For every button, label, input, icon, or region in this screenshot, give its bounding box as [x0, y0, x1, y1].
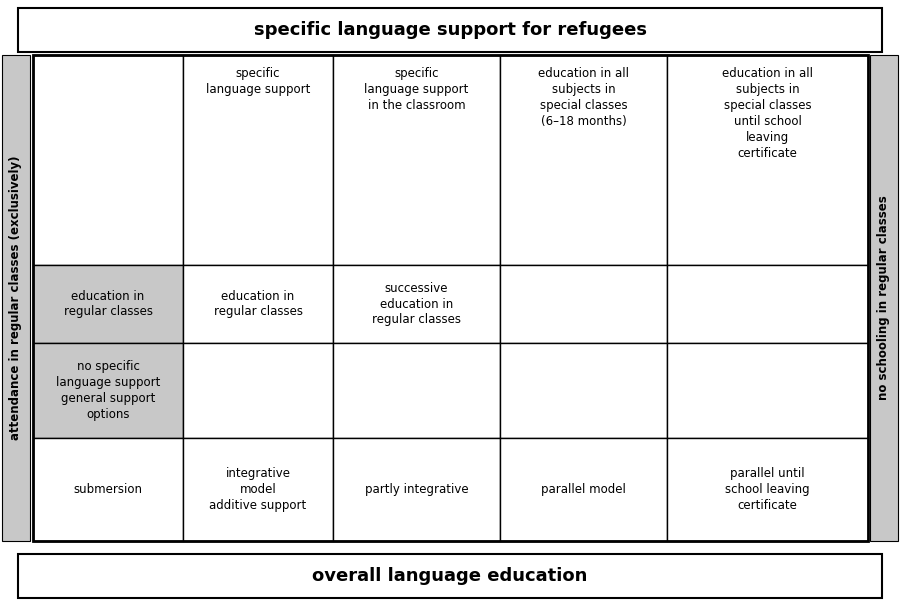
Text: education in all
subjects in
special classes
until school
leaving
certificate: education in all subjects in special cla…	[722, 67, 813, 160]
Text: education in
regular classes: education in regular classes	[213, 289, 302, 318]
Bar	[183, 55, 333, 265]
Bar	[333, 438, 500, 541]
Bar	[183, 438, 333, 541]
Text: specific
language support
in the classroom: specific language support in the classro…	[364, 67, 469, 112]
Bar	[2, 55, 30, 541]
Text: partly integrative: partly integrative	[364, 483, 468, 496]
Text: no specific
language support
general support
options: no specific language support general sup…	[56, 360, 160, 421]
Text: specific language support for refugees: specific language support for refugees	[254, 21, 646, 39]
Bar	[33, 55, 868, 541]
Bar	[33, 55, 183, 265]
Text: parallel model: parallel model	[541, 483, 626, 496]
Bar	[500, 55, 667, 265]
Text: attendance in regular classes (exclusively): attendance in regular classes (exclusive…	[10, 156, 22, 440]
Bar	[667, 343, 868, 438]
Bar	[500, 343, 667, 438]
Bar	[18, 554, 882, 598]
Bar	[33, 343, 183, 438]
Bar	[500, 438, 667, 541]
Text: specific
language support: specific language support	[206, 67, 310, 96]
Text: no schooling in regular classes: no schooling in regular classes	[878, 196, 890, 400]
Bar	[500, 265, 667, 343]
Bar	[333, 265, 500, 343]
Bar	[667, 265, 868, 343]
Bar	[870, 55, 898, 541]
Text: successive
education in
regular classes: successive education in regular classes	[372, 281, 461, 327]
Text: parallel until
school leaving
certificate: parallel until school leaving certificat…	[725, 467, 810, 512]
Bar	[18, 8, 882, 52]
Text: integrative
model
additive support: integrative model additive support	[210, 467, 307, 512]
Bar	[667, 438, 868, 541]
Bar	[33, 438, 183, 541]
Text: overall language education: overall language education	[312, 567, 588, 585]
Bar	[333, 55, 500, 265]
Text: education in all
subjects in
special classes
(6–18 months): education in all subjects in special cla…	[538, 67, 629, 128]
Text: submersion: submersion	[74, 483, 142, 496]
Bar	[667, 55, 868, 265]
Bar	[183, 265, 333, 343]
Bar	[33, 265, 183, 343]
Text: education in
regular classes: education in regular classes	[64, 289, 152, 318]
Bar	[333, 343, 500, 438]
Bar	[183, 343, 333, 438]
